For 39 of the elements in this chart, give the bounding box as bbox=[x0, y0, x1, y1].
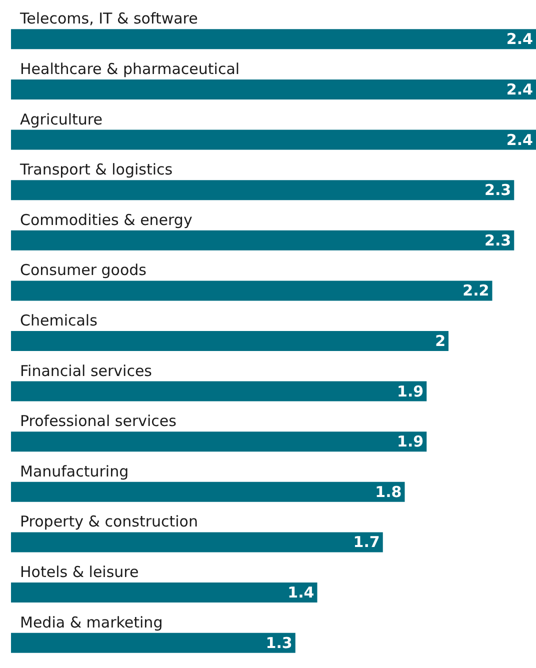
data-label: 1.3 bbox=[266, 634, 292, 652]
bar bbox=[11, 331, 448, 351]
data-label: 1.9 bbox=[397, 382, 424, 400]
y-tick-label: Commodities & energy bbox=[20, 210, 192, 229]
y-tick-label: Agriculture bbox=[20, 110, 102, 128]
bar bbox=[11, 230, 514, 250]
y-tick-label: Transport & logistics bbox=[19, 160, 173, 179]
data-label: 2.4 bbox=[506, 80, 533, 98]
data-label: 2.4 bbox=[506, 130, 533, 149]
bar bbox=[11, 381, 427, 402]
data-label: 2.3 bbox=[484, 231, 512, 250]
bar bbox=[11, 180, 514, 200]
data-label: 1.7 bbox=[353, 533, 380, 552]
bar bbox=[11, 130, 536, 150]
bar bbox=[11, 432, 427, 452]
bar bbox=[11, 632, 296, 653]
bar bbox=[11, 280, 492, 301]
bar bbox=[11, 482, 405, 502]
data-label: 2.2 bbox=[462, 282, 490, 300]
bar bbox=[11, 29, 536, 50]
y-tick-label: Property & construction bbox=[20, 512, 198, 531]
y-tick-label: Media & marketing bbox=[20, 613, 163, 632]
data-label: 1.8 bbox=[375, 482, 402, 501]
y-tick-label: Consumer goods bbox=[20, 261, 147, 280]
y-tick-label: Telecoms, IT & software bbox=[19, 10, 198, 28]
data-label: 2 bbox=[435, 332, 446, 350]
data-label: 2.4 bbox=[506, 30, 533, 48]
bar bbox=[11, 79, 536, 100]
y-tick-label: Financial services bbox=[20, 362, 152, 380]
y-tick-label: Chemicals bbox=[20, 312, 98, 330]
y-tick-label: Hotels & leisure bbox=[20, 563, 139, 582]
y-tick-label: Professional services bbox=[20, 412, 177, 430]
y-tick-label: Manufacturing bbox=[20, 462, 129, 480]
data-label: 1.9 bbox=[397, 432, 424, 451]
data-label: 1.4 bbox=[288, 584, 314, 602]
y-tick-label: Healthcare & pharmaceutical bbox=[20, 60, 240, 78]
bar bbox=[11, 532, 383, 552]
bar bbox=[11, 582, 318, 603]
data-label: 2.3 bbox=[484, 181, 512, 200]
